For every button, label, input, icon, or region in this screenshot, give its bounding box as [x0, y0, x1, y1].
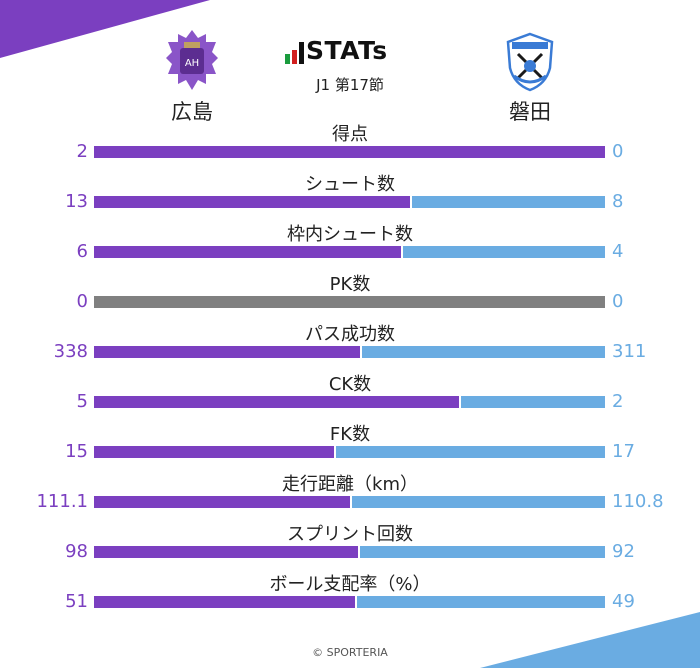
bar-divider: [360, 346, 362, 358]
away-value: 92: [612, 541, 635, 562]
away-value: 0: [612, 141, 624, 162]
away-bar-segment: [360, 546, 605, 558]
stat-label: CK数: [328, 374, 372, 395]
stat-bar: [94, 446, 605, 458]
header: AH 広島 磐田 STATs J1 第17節: [0, 0, 700, 130]
stat-label: シュート数: [305, 174, 395, 195]
home-bar-segment: [94, 346, 360, 358]
home-bar-segment: [94, 496, 350, 508]
stat-label: スプリント回数: [287, 524, 413, 545]
logo-text: STATs: [306, 36, 388, 65]
stat-label: PK数: [329, 274, 371, 295]
stat-row: 走行距離（km） 111.1 110.8: [0, 470, 700, 520]
home-value: 15: [65, 441, 88, 462]
away-bar-segment: [336, 446, 605, 458]
home-crest-icon: AH: [166, 30, 218, 90]
home-bar-segment: [94, 396, 459, 408]
stats-logo-icon: [285, 42, 304, 64]
home-value: 6: [76, 241, 88, 262]
away-bar-segment: [357, 596, 605, 608]
stat-bar: [94, 196, 605, 208]
stat-bar: [94, 596, 605, 608]
home-bar-segment: [94, 596, 355, 608]
stat-label: ボール支配率（%）: [269, 574, 431, 595]
stat-bar: [94, 496, 605, 508]
svg-text:AH: AH: [185, 58, 199, 69]
home-team-name: 広島: [171, 100, 213, 124]
neutral-bar-segment: [94, 296, 605, 308]
away-value: 2: [612, 391, 624, 412]
away-value: 8: [612, 191, 624, 212]
home-value: 51: [65, 591, 88, 612]
stat-row: シュート数 13 8: [0, 170, 700, 220]
bar-divider: [459, 396, 461, 408]
stat-bar: [94, 146, 605, 158]
bar-divider: [355, 596, 357, 608]
away-bar-segment: [412, 196, 605, 208]
away-value: 311: [612, 341, 647, 362]
bar-divider: [410, 196, 412, 208]
stat-row: スプリント回数 98 92: [0, 520, 700, 570]
stat-label: 得点: [332, 124, 368, 145]
stat-label: FK数: [329, 424, 371, 445]
bar-divider: [358, 546, 360, 558]
away-crest-icon: [506, 32, 554, 92]
home-bar-segment: [94, 446, 334, 458]
stat-bar: [94, 396, 605, 408]
stat-label: パス成功数: [305, 324, 395, 345]
stat-row: PK数 0 0: [0, 270, 700, 320]
home-value: 111.1: [36, 491, 88, 512]
away-value: 49: [612, 591, 635, 612]
bar-divider: [334, 446, 336, 458]
stat-bar: [94, 246, 605, 258]
stat-row: パス成功数 338 311: [0, 320, 700, 370]
away-bar-segment: [362, 346, 605, 358]
stat-row: 枠内シュート数 6 4: [0, 220, 700, 270]
away-team-name: 磐田: [509, 100, 551, 124]
away-value: 4: [612, 241, 624, 262]
stat-row: 得点 2 0: [0, 120, 700, 170]
home-value: 98: [65, 541, 88, 562]
stat-row: FK数 15 17: [0, 420, 700, 470]
bar-divider: [401, 246, 403, 258]
home-bar-segment: [94, 546, 358, 558]
bottom-right-blue-stripe: [480, 612, 700, 668]
home-bar-segment: [94, 146, 605, 158]
home-value: 2: [76, 141, 88, 162]
away-bar-segment: [403, 246, 605, 258]
away-value: 17: [612, 441, 635, 462]
stat-label: 走行距離（km）: [282, 474, 418, 495]
stat-bar: [94, 346, 605, 358]
stat-row: CK数 5 2: [0, 370, 700, 420]
match-subtitle: J1 第17節: [316, 76, 384, 94]
home-bar-segment: [94, 246, 401, 258]
home-bar-segment: [94, 196, 410, 208]
away-bar-segment: [352, 496, 605, 508]
home-value: 338: [53, 341, 88, 362]
stat-row: ボール支配率（%） 51 49: [0, 570, 700, 620]
stat-bar: [94, 296, 605, 308]
home-value: 5: [76, 391, 88, 412]
home-value: 0: [76, 291, 88, 312]
bar-divider: [350, 496, 352, 508]
away-value: 110.8: [612, 491, 664, 512]
stat-bar: [94, 546, 605, 558]
copyright-footer: © SPORTERIA: [312, 646, 388, 659]
away-value: 0: [612, 291, 624, 312]
stat-label: 枠内シュート数: [287, 224, 413, 245]
home-value: 13: [65, 191, 88, 212]
away-bar-segment: [461, 396, 605, 408]
